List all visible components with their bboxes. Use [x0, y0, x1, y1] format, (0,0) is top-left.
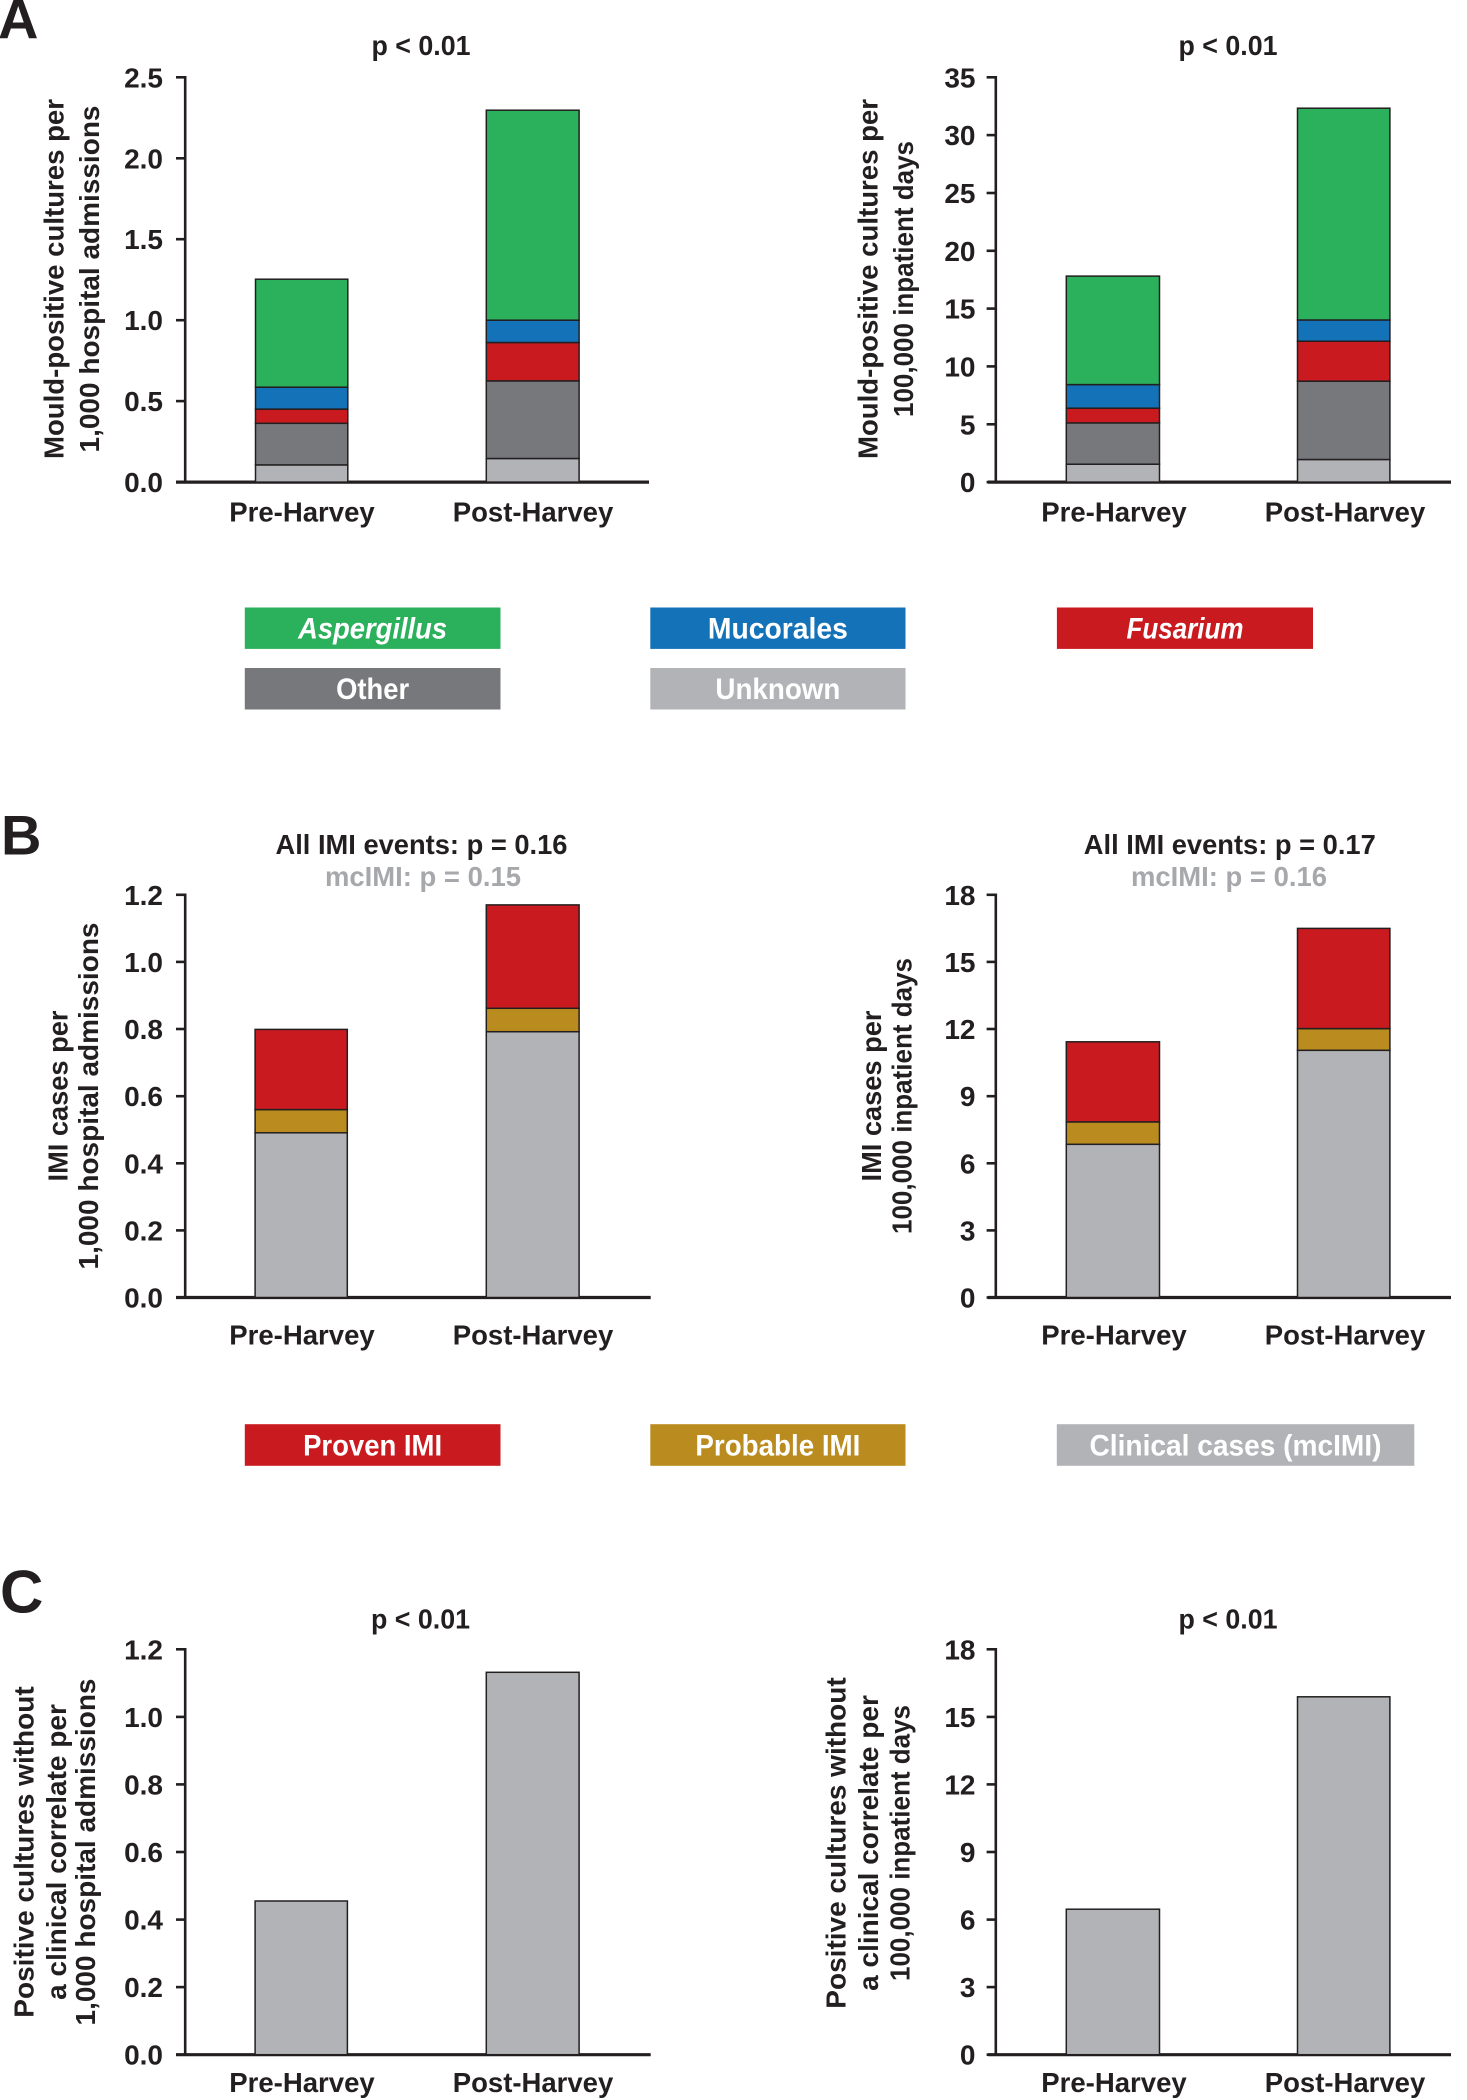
svg-text:a clinical correlate per: a clinical correlate per: [853, 1695, 884, 1991]
svg-text:100,000 inpatient days: 100,000 inpatient days: [888, 141, 919, 417]
svg-text:30: 30: [944, 120, 975, 151]
svg-text:1.0: 1.0: [124, 305, 163, 336]
svg-text:2.0: 2.0: [124, 143, 163, 174]
svg-text:mcIMI: p = 0.15: mcIMI: p = 0.15: [325, 861, 521, 892]
svg-text:1.2: 1.2: [124, 1634, 163, 1665]
svg-text:1,000 hospital admissions: 1,000 hospital admissions: [70, 1679, 101, 2026]
svg-text:15: 15: [944, 1702, 975, 1733]
svg-text:Pre-Harvey: Pre-Harvey: [1041, 2067, 1187, 2098]
svg-text:100,000 inpatient days: 100,000 inpatient days: [885, 1705, 916, 1981]
svg-text:Post-Harvey: Post-Harvey: [1265, 1320, 1426, 1351]
svg-text:0.2: 0.2: [124, 1215, 163, 1246]
svg-text:6: 6: [960, 1148, 976, 1179]
svg-text:12: 12: [944, 1014, 975, 1045]
svg-text:Mould-positive cultures per: Mould-positive cultures per: [853, 99, 884, 459]
svg-text:Pre-Harvey: Pre-Harvey: [1041, 497, 1187, 528]
svg-text:20: 20: [944, 236, 975, 267]
svg-text:Pre-Harvey: Pre-Harvey: [229, 1320, 375, 1351]
svg-text:0.0: 0.0: [124, 2040, 163, 2071]
svg-text:1,000 hospital admissions: 1,000 hospital admissions: [73, 923, 104, 1270]
svg-text:p < 0.01: p < 0.01: [1179, 1604, 1278, 1635]
svg-text:3: 3: [960, 1215, 976, 1246]
svg-text:1.5: 1.5: [124, 224, 163, 255]
svg-text:0.6: 0.6: [124, 1837, 163, 1868]
svg-text:35: 35: [944, 62, 975, 93]
svg-text:5: 5: [960, 409, 976, 440]
svg-text:p < 0.01: p < 0.01: [372, 30, 471, 61]
svg-text:0.6: 0.6: [124, 1081, 163, 1112]
svg-text:Positive cultures without: Positive cultures without: [821, 1677, 852, 2008]
svg-text:18: 18: [944, 880, 975, 911]
svg-text:6: 6: [960, 1905, 976, 1936]
svg-text:Proven IMI: Proven IMI: [303, 1429, 442, 1462]
svg-text:9: 9: [960, 1081, 976, 1112]
svg-text:Post-Harvey: Post-Harvey: [1265, 2067, 1426, 2098]
svg-text:Post-Harvey: Post-Harvey: [453, 497, 614, 528]
svg-text:1,000 hospital admissions: 1,000 hospital admissions: [74, 106, 105, 453]
svg-text:3: 3: [960, 1972, 976, 2003]
svg-text:Aspergillus: Aspergillus: [297, 613, 447, 646]
svg-text:C: C: [0, 1559, 43, 1626]
svg-text:Post-Harvey: Post-Harvey: [453, 2067, 614, 2098]
svg-text:IMI cases per: IMI cases per: [856, 1010, 887, 1181]
svg-text:0: 0: [960, 2040, 976, 2071]
svg-text:mcIMI: p = 0.16: mcIMI: p = 0.16: [1131, 861, 1327, 892]
svg-text:Mucorales: Mucorales: [708, 613, 848, 646]
svg-text:Post-Harvey: Post-Harvey: [453, 1320, 614, 1351]
svg-text:0.4: 0.4: [124, 1148, 163, 1179]
svg-text:0.0: 0.0: [124, 1283, 163, 1314]
svg-text:Pre-Harvey: Pre-Harvey: [229, 497, 375, 528]
svg-text:18: 18: [944, 1634, 975, 1665]
svg-text:12: 12: [944, 1769, 975, 1800]
svg-text:10: 10: [944, 351, 975, 382]
svg-text:15: 15: [944, 294, 975, 325]
svg-text:Other: Other: [336, 673, 409, 706]
svg-text:Mould-positive cultures per: Mould-positive cultures per: [39, 99, 70, 459]
svg-text:Positive cultures without: Positive cultures without: [9, 1686, 40, 2017]
svg-text:All IMI events: p = 0.17: All IMI events: p = 0.17: [1084, 829, 1376, 860]
svg-text:25: 25: [944, 178, 975, 209]
svg-text:0.2: 0.2: [124, 1972, 163, 2003]
svg-text:Pre-Harvey: Pre-Harvey: [229, 2067, 375, 2098]
svg-text:Unknown: Unknown: [715, 673, 840, 706]
svg-text:a clinical correlate per: a clinical correlate per: [41, 1704, 72, 2000]
svg-text:Pre-Harvey: Pre-Harvey: [1041, 1320, 1187, 1351]
svg-text:0: 0: [960, 1283, 976, 1314]
svg-text:9: 9: [960, 1837, 976, 1868]
svg-text:1.0: 1.0: [124, 1702, 163, 1733]
svg-text:B: B: [1, 804, 41, 867]
svg-text:100,000 inpatient days: 100,000 inpatient days: [887, 958, 918, 1234]
svg-text:1.0: 1.0: [124, 947, 163, 978]
svg-text:Clinical cases (mcIMI): Clinical cases (mcIMI): [1090, 1429, 1382, 1462]
svg-text:15: 15: [944, 947, 975, 978]
svg-text:p < 0.01: p < 0.01: [1179, 30, 1278, 61]
svg-text:0: 0: [960, 467, 976, 498]
svg-text:Probable IMI: Probable IMI: [695, 1429, 860, 1462]
svg-text:Fusarium: Fusarium: [1127, 613, 1244, 646]
svg-text:1.2: 1.2: [124, 880, 163, 911]
svg-text:2.5: 2.5: [124, 62, 163, 93]
svg-text:0.8: 0.8: [124, 1769, 163, 1800]
svg-text:IMI cases per: IMI cases per: [43, 1010, 74, 1181]
svg-text:0.5: 0.5: [124, 386, 163, 417]
svg-text:Post-Harvey: Post-Harvey: [1265, 497, 1426, 528]
svg-text:0.8: 0.8: [124, 1014, 163, 1045]
svg-text:0.4: 0.4: [124, 1905, 163, 1936]
svg-text:p < 0.01: p < 0.01: [371, 1604, 470, 1635]
svg-text:A: A: [0, 0, 38, 51]
svg-text:All IMI events: p = 0.16: All IMI events: p = 0.16: [276, 829, 568, 860]
svg-text:0.0: 0.0: [124, 467, 163, 498]
